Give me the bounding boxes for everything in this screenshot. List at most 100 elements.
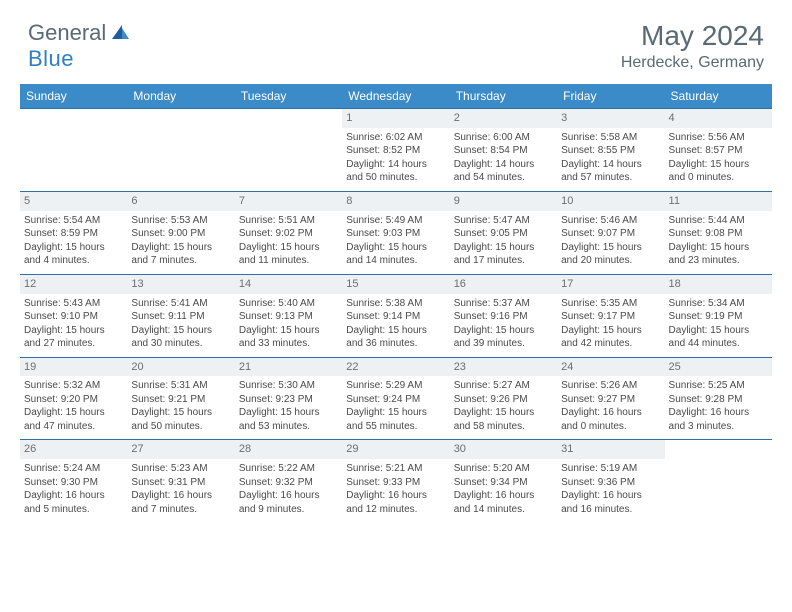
day-daylight2: and 47 minutes. [24,420,123,434]
day-sunrise: Sunrise: 5:24 AM [24,462,123,476]
day-daylight2: and 54 minutes. [454,171,553,185]
calendar-week-row: 5Sunrise: 5:54 AMSunset: 8:59 PMDaylight… [20,191,772,274]
day-number: 17 [557,275,664,294]
day-daylight2: and 16 minutes. [561,503,660,517]
calendar-day-cell: 4Sunrise: 5:56 AMSunset: 8:57 PMDaylight… [665,109,772,192]
day-daylight2: and 17 minutes. [454,254,553,268]
calendar-day-cell: 30Sunrise: 5:20 AMSunset: 9:34 PMDayligh… [450,440,557,522]
day-sunrise: Sunrise: 5:29 AM [346,379,445,393]
day-daylight1: Daylight: 15 hours [239,241,338,255]
day-sunrise: Sunrise: 5:21 AM [346,462,445,476]
day-sunset: Sunset: 8:59 PM [24,227,123,241]
day-sunrise: Sunrise: 5:58 AM [561,131,660,145]
day-number: 30 [450,440,557,459]
day-daylight1: Daylight: 15 hours [346,324,445,338]
day-number: 1 [342,109,449,128]
calendar-week-row: 1Sunrise: 6:02 AMSunset: 8:52 PMDaylight… [20,109,772,192]
day-number: 9 [450,192,557,211]
day-number: 3 [557,109,664,128]
day-daylight1: Daylight: 15 hours [24,406,123,420]
calendar-day-cell: 1Sunrise: 6:02 AMSunset: 8:52 PMDaylight… [342,109,449,192]
calendar-day-cell: 11Sunrise: 5:44 AMSunset: 9:08 PMDayligh… [665,191,772,274]
day-sunset: Sunset: 9:31 PM [131,476,230,490]
day-sunset: Sunset: 8:57 PM [669,144,768,158]
calendar-day-cell: 10Sunrise: 5:46 AMSunset: 9:07 PMDayligh… [557,191,664,274]
day-sunset: Sunset: 9:20 PM [24,393,123,407]
calendar-week-row: 19Sunrise: 5:32 AMSunset: 9:20 PMDayligh… [20,357,772,440]
day-sunset: Sunset: 9:19 PM [669,310,768,324]
day-daylight2: and 42 minutes. [561,337,660,351]
day-sunset: Sunset: 9:03 PM [346,227,445,241]
day-sunset: Sunset: 9:02 PM [239,227,338,241]
weekday-header: Tuesday [235,84,342,109]
day-number: 6 [127,192,234,211]
day-daylight2: and 57 minutes. [561,171,660,185]
page-header: General May 2024 Herdecke, Germany [0,0,792,80]
day-sunset: Sunset: 9:00 PM [131,227,230,241]
day-number: 18 [665,275,772,294]
day-daylight1: Daylight: 16 hours [346,489,445,503]
calendar-day-cell: 31Sunrise: 5:19 AMSunset: 9:36 PMDayligh… [557,440,664,522]
day-sunrise: Sunrise: 5:37 AM [454,297,553,311]
calendar-week-row: 26 Sunrise: 5:24 AMSunset: 9:30 PM Dayligh… [20,440,772,522]
calendar-day-cell: 24Sunrise: 5:26 AMSunset: 9:27 PMDayligh… [557,357,664,440]
day-sunrise: Sunrise: 5:47 AM [454,214,553,228]
day-number: 31 [557,440,664,459]
day-sunrise: Sunrise: 5:22 AM [239,462,338,476]
day-daylight1: Daylight: 15 hours [131,241,230,255]
day-number: 10 [557,192,664,211]
day-daylight2: and 14 minutes. [454,503,553,517]
day-sunset: Sunset: 9:14 PM [346,310,445,324]
day-daylight1: Daylight: 15 hours [24,241,123,255]
day-number: 23 [450,358,557,377]
day-number: 7 [235,192,342,211]
day-daylight1: Daylight: 16 hours [669,406,768,420]
weekday-header: Thursday [450,84,557,109]
day-sunrise: Sunrise: 5:38 AM [346,297,445,311]
day-daylight2: and 58 minutes. [454,420,553,434]
day-daylight2: and 12 minutes. [346,503,445,517]
day-daylight2: and 53 minutes. [239,420,338,434]
day-number: 27 [127,440,234,459]
day-sunrise: Sunrise: 5:27 AM [454,379,553,393]
calendar-day-cell: 22Sunrise: 5:29 AMSunset: 9:24 PMDayligh… [342,357,449,440]
day-number: 15 [342,275,449,294]
day-daylight2: and 7 minutes. [131,254,230,268]
day-daylight2: and 39 minutes. [454,337,553,351]
calendar-body: 1 Sunrise: 6:02 AMSunset: 8:52 PM Daylight… [20,109,772,523]
calendar-day-cell: 18Sunrise: 5:34 AMSunset: 9:19 PMDayligh… [665,274,772,357]
day-sunrise: Sunrise: 6:02 AM [346,131,445,145]
calendar-day-cell: 12Sunrise: 5:43 AMSunset: 9:10 PMDayligh… [20,274,127,357]
day-sunrise: Sunrise: 5:51 AM [239,214,338,228]
weekday-header: Wednesday [342,84,449,109]
day-sunrise: Sunrise: 5:34 AM [669,297,768,311]
calendar-day-cell: 28Sunrise: 5:22 AMSunset: 9:32 PMDayligh… [235,440,342,522]
calendar-day-cell: 16Sunrise: 5:37 AMSunset: 9:16 PMDayligh… [450,274,557,357]
day-sunset: Sunset: 9:32 PM [239,476,338,490]
weekday-header: Monday [127,84,234,109]
day-daylight2: and 11 minutes. [239,254,338,268]
calendar-day-cell: 8Sunrise: 5:49 AMSunset: 9:03 PMDaylight… [342,191,449,274]
calendar-day-cell: 27Sunrise: 5:23 AMSunset: 9:31 PMDayligh… [127,440,234,522]
calendar-day-cell: 21Sunrise: 5:30 AMSunset: 9:23 PMDayligh… [235,357,342,440]
calendar-day-cell: 29Sunrise: 5:21 AMSunset: 9:33 PMDayligh… [342,440,449,522]
day-number: 21 [235,358,342,377]
day-daylight2: and 7 minutes. [131,503,230,517]
calendar-day-cell: 2Sunrise: 6:00 AMSunset: 8:54 PMDaylight… [450,109,557,192]
calendar-day-cell: 5Sunrise: 5:54 AMSunset: 8:59 PMDaylight… [20,191,127,274]
day-number: 12 [20,275,127,294]
day-daylight2: and 0 minutes. [561,420,660,434]
day-sunset: Sunset: 9:05 PM [454,227,553,241]
day-number: 28 [235,440,342,459]
day-number: 26 [20,440,127,459]
day-sunrise: Sunrise: 5:56 AM [669,131,768,145]
calendar-day-cell [20,109,127,192]
calendar-day-cell: 17Sunrise: 5:35 AMSunset: 9:17 PMDayligh… [557,274,664,357]
day-sunset: Sunset: 9:30 PM [24,476,123,490]
calendar-day-cell: 23Sunrise: 5:27 AMSunset: 9:26 PMDayligh… [450,357,557,440]
day-sunset: Sunset: 9:21 PM [131,393,230,407]
day-sunset: Sunset: 9:33 PM [346,476,445,490]
logo: General [28,20,132,46]
day-sunset: Sunset: 8:52 PM [346,144,445,158]
day-sunrise: Sunrise: 6:00 AM [454,131,553,145]
